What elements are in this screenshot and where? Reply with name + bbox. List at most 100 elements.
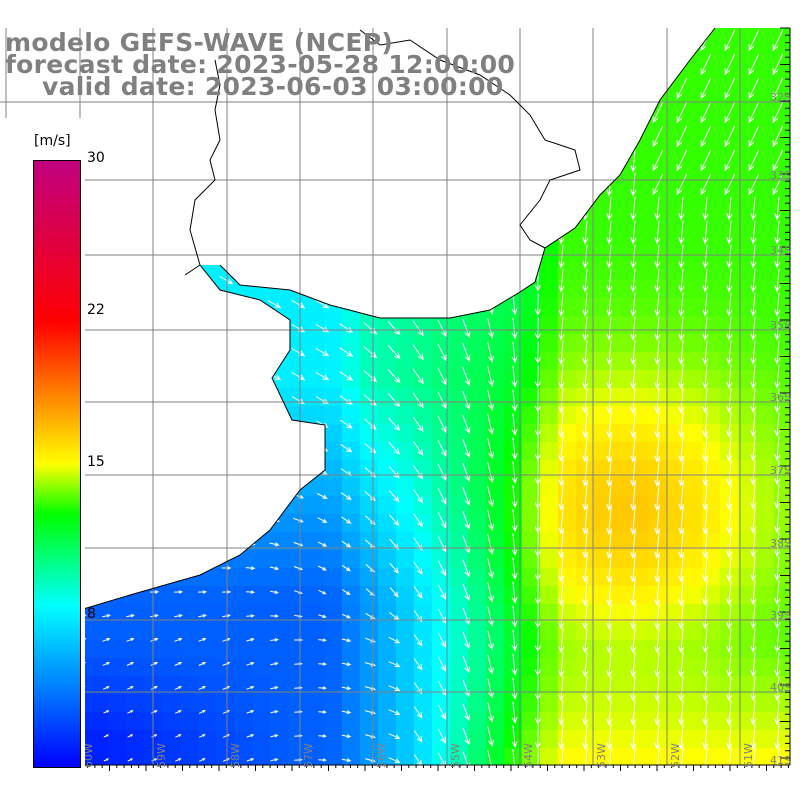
speed-cell (738, 532, 756, 550)
speed-cell (288, 334, 306, 352)
speed-cell (288, 604, 306, 622)
speed-cell (756, 118, 774, 136)
speed-cell (558, 622, 576, 640)
speed-cell (234, 496, 252, 514)
speed-cell (666, 244, 684, 262)
speed-cell (720, 28, 738, 46)
speed-cell (396, 604, 414, 622)
speed-cell (540, 28, 558, 46)
speed-cell (576, 388, 594, 406)
speed-cell (576, 100, 594, 118)
speed-cell (720, 226, 738, 244)
speed-cell (324, 334, 342, 352)
speed-cell (648, 244, 666, 262)
speed-cell (594, 280, 612, 298)
speed-cell (252, 694, 270, 712)
speed-cell (666, 694, 684, 712)
speed-cell (450, 244, 468, 262)
speed-cell (432, 748, 450, 765)
speed-cell (540, 190, 558, 208)
speed-cell (198, 586, 216, 604)
speed-cell (558, 424, 576, 442)
speed-cell (468, 694, 486, 712)
speed-cell (576, 658, 594, 676)
speed-cell (342, 604, 360, 622)
speed-cell (378, 190, 396, 208)
speed-cell (540, 748, 558, 765)
speed-cell (396, 640, 414, 658)
speed-cell (342, 622, 360, 640)
speed-cell (306, 172, 324, 190)
speed-cell (378, 550, 396, 568)
speed-cell (198, 496, 216, 514)
speed-cell (396, 676, 414, 694)
speed-cell (288, 748, 306, 765)
speed-cell (612, 28, 630, 46)
speed-cell (234, 640, 252, 658)
speed-cell (486, 604, 504, 622)
speed-cell (414, 622, 432, 640)
speed-cell (234, 388, 252, 406)
speed-cell (450, 640, 468, 658)
speed-cell (216, 748, 234, 765)
speed-cell (522, 154, 540, 172)
speed-cell (396, 352, 414, 370)
speed-cell (360, 478, 378, 496)
speed-cell (738, 694, 756, 712)
speed-cell (108, 352, 126, 370)
speed-cell (594, 622, 612, 640)
speed-cell (684, 244, 702, 262)
speed-cell (468, 676, 486, 694)
speed-cell (162, 190, 180, 208)
speed-cell (612, 460, 630, 478)
speed-cell (486, 676, 504, 694)
speed-cell (234, 622, 252, 640)
speed-cell (180, 424, 198, 442)
speed-cell (648, 622, 666, 640)
speed-cell (468, 100, 486, 118)
speed-cell (504, 748, 522, 765)
speed-cell (288, 658, 306, 676)
speed-cell (54, 100, 72, 118)
speed-cell (648, 676, 666, 694)
speed-cell (774, 154, 790, 172)
speed-cell (522, 262, 540, 280)
speed-cell (702, 262, 720, 280)
colorbar-tick-22: 22 (87, 302, 105, 318)
lon-label: 56W (375, 743, 388, 768)
speed-cell (522, 694, 540, 712)
speed-cell (198, 388, 216, 406)
speed-cell (630, 496, 648, 514)
speed-cell (756, 334, 774, 352)
speed-cell (270, 334, 288, 352)
speed-cell (630, 694, 648, 712)
speed-cell (234, 730, 252, 748)
speed-cell (666, 136, 684, 154)
speed-cell (666, 262, 684, 280)
speed-cell (648, 550, 666, 568)
speed-cell (198, 136, 216, 154)
speed-cell (396, 208, 414, 226)
speed-cell (216, 514, 234, 532)
speed-cell (216, 190, 234, 208)
speed-cell (504, 100, 522, 118)
speed-cell (756, 496, 774, 514)
speed-cell (450, 262, 468, 280)
speed-cell (630, 352, 648, 370)
speed-cell (756, 46, 774, 64)
speed-cell (558, 190, 576, 208)
valid-date: valid date: 2023-06-03 03:00:00 (42, 72, 504, 101)
speed-cell (162, 496, 180, 514)
speed-cell (756, 100, 774, 118)
speed-cell (450, 298, 468, 316)
speed-cell (612, 262, 630, 280)
speed-cell (198, 694, 216, 712)
speed-cell (486, 262, 504, 280)
lon-label: 53W (595, 743, 608, 768)
speed-cell (90, 622, 108, 640)
speed-cell (162, 550, 180, 568)
speed-cell (558, 244, 576, 262)
speed-cell (360, 100, 378, 118)
speed-cell (630, 244, 648, 262)
speed-cell (288, 370, 306, 388)
